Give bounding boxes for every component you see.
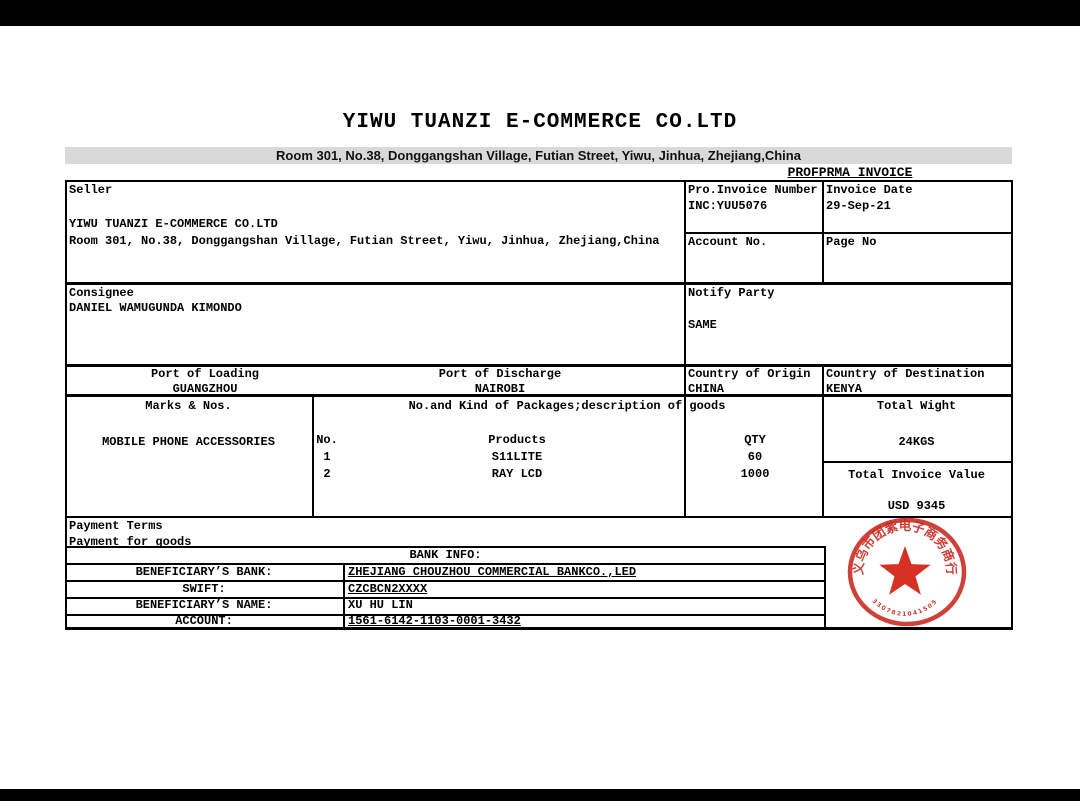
account-no-label: Account No.	[688, 235, 768, 249]
goods-col-qty: QTY	[744, 433, 766, 447]
marks-value: MOBILE PHONE ACCESSORIES	[102, 435, 275, 449]
table-border	[822, 461, 1013, 463]
bank-table-border	[65, 580, 826, 582]
country-of-destination-label: Country of Destination	[826, 367, 985, 381]
bank-row-value: ZHEJIANG CHOUZHOU COMMERCIAL BANKCO.,LED	[348, 565, 637, 579]
goods-row-no: 1	[323, 450, 331, 464]
seller-name: YIWU TUANZI E-COMMERCE CO.LTD	[69, 217, 278, 231]
page-no-label: Page No	[826, 235, 877, 249]
table-border	[684, 180, 686, 516]
table-border	[312, 396, 314, 516]
address-bar: Room 301, No.38, Donggangshan Village, F…	[65, 147, 1012, 164]
port-of-loading-value: GUANGZHOU	[172, 382, 238, 396]
bank-row-label: BENEFICIARY’S NAME:	[135, 598, 273, 612]
port-of-discharge-value: NAIROBI	[474, 382, 526, 396]
table-border	[65, 180, 67, 630]
table-border	[822, 180, 824, 283]
goods-row-qty: 60	[747, 450, 763, 464]
bank-row-value: 1561-6142-1103-0001-3432	[348, 614, 521, 628]
letterbox-top	[0, 0, 1080, 26]
goods-row-qty: 1000	[740, 467, 770, 481]
company-stamp-icon: 义乌市团紫电子商务商行 3307821041505	[847, 517, 967, 627]
invoice-date-label: Invoice Date	[826, 183, 913, 197]
goods-row-product: S11LITE	[491, 450, 543, 464]
payment-terms-value: Payment for goods	[69, 535, 192, 549]
total-weight-label: Total Wight	[876, 399, 957, 413]
port-of-loading-label: Port of Loading	[150, 367, 260, 381]
bank-table-border	[65, 614, 826, 616]
total-weight-value: 24KGS	[898, 435, 935, 449]
table-border	[65, 627, 1013, 630]
total-invoice-value: USD 9345	[887, 499, 946, 513]
notify-party-label: Notify Party	[688, 286, 775, 300]
seller-address: Room 301, No.38, Donggangshan Village, F…	[69, 234, 660, 248]
bank-row-label: BENEFICIARY’S BANK:	[135, 565, 273, 579]
invoice-date-value: 29-Sep-21	[826, 199, 891, 213]
table-border	[65, 282, 1013, 285]
table-border	[1011, 180, 1013, 630]
letterbox-bottom	[0, 789, 1080, 801]
table-border	[684, 232, 1013, 234]
bank-row-value: XU HU LIN	[348, 598, 413, 612]
payment-terms-label: Payment Terms	[69, 519, 163, 533]
seller-label: Seller	[69, 183, 113, 197]
total-invoice-value-label: Total Invoice Value	[848, 468, 985, 482]
bank-info-header: BANK INFO:	[409, 548, 482, 562]
bank-table-border	[65, 563, 826, 565]
consignee-label: Consignee	[69, 286, 134, 300]
country-of-origin-label: Country of Origin	[688, 367, 811, 381]
goods-row-product: RAY LCD	[491, 467, 543, 481]
document-type-label: PROFPRMA INVOICE	[787, 165, 913, 180]
packages-header: No.and Kind of Packages;description of g…	[408, 399, 726, 413]
goods-col-no: No.	[316, 433, 338, 447]
bank-table-border	[824, 546, 826, 630]
table-border	[65, 180, 1013, 182]
goods-row-no: 2	[323, 467, 331, 481]
pro-invoice-number-value: INC:YUU5076	[688, 199, 768, 213]
stamp-star-icon	[879, 546, 931, 595]
country-of-destination-value: KENYA	[826, 382, 863, 396]
invoice-table: Seller YIWU TUANZI E-COMMERCE CO.LTD Roo…	[65, 180, 1013, 630]
table-border	[822, 365, 824, 516]
stamp-numbers: 3307821041505	[871, 598, 938, 618]
company-title: YIWU TUANZI E-COMMERCE CO.LTD	[342, 111, 738, 134]
consignee-name: DANIEL WAMUGUNDA KIMONDO	[69, 301, 242, 315]
port-of-discharge-label: Port of Discharge	[438, 367, 562, 381]
bank-table-border	[65, 597, 826, 599]
table-border	[65, 394, 1013, 397]
pro-invoice-number-label: Pro.Invoice Number	[688, 183, 818, 197]
bank-table-border	[343, 563, 345, 630]
svg-text:3307821041505: 3307821041505	[871, 598, 940, 618]
country-of-origin-value: CHINA	[688, 382, 725, 396]
invoice-page: YIWU TUANZI E-COMMERCE CO.LTD Room 301, …	[0, 26, 1080, 789]
bank-table-border	[65, 546, 826, 548]
goods-col-products: Products	[488, 433, 546, 447]
bank-row-label: ACCOUNT:	[175, 614, 233, 628]
notify-party-value: SAME	[688, 318, 717, 332]
bank-row-value: CZCBCN2XXXX	[348, 582, 428, 596]
table-border	[65, 364, 1013, 367]
table-border	[65, 516, 1013, 518]
bank-row-label: SWIFT:	[182, 582, 226, 596]
marks-label: Marks & Nos.	[145, 399, 232, 413]
